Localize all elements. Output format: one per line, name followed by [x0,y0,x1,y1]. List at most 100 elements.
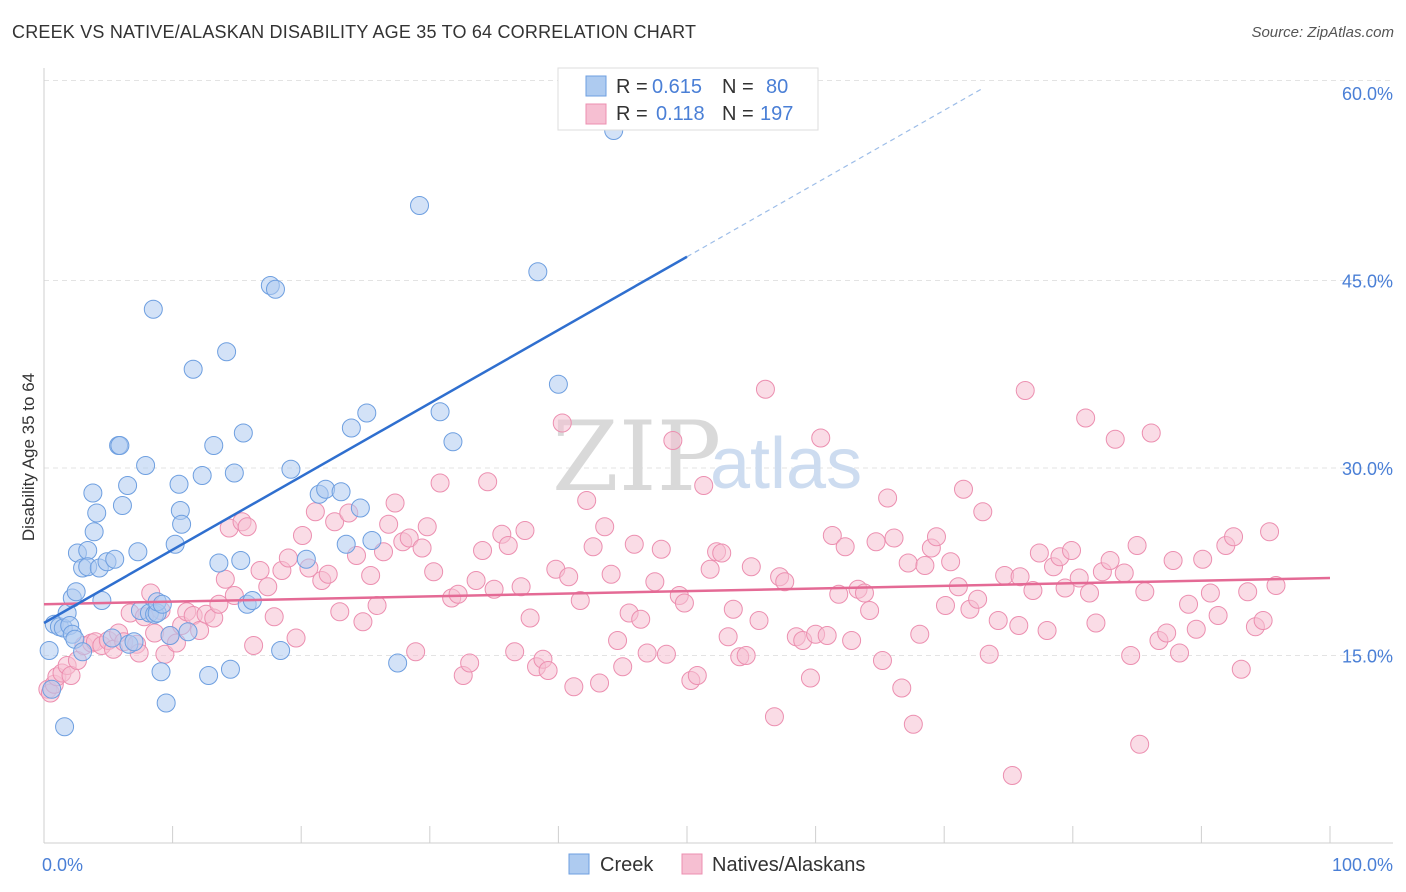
native-point [687,666,707,685]
native-point [811,428,831,448]
native-point [822,526,842,545]
legend-r-value-creek: 0.615 [652,76,702,98]
creek-point [296,549,316,569]
native-point [835,537,855,557]
creek-point [55,717,75,737]
native-point [385,493,405,513]
creek-point [281,459,301,479]
creek-point [110,436,130,455]
native-point [466,571,486,590]
native-point [723,599,743,619]
creek-point [156,693,176,713]
creek-point [265,279,285,299]
native-point [595,517,615,537]
creek-point [39,641,59,660]
native-point [1157,623,1177,643]
creek-point [183,359,203,379]
legend-n-value-native: 197 [760,103,793,125]
creek-point [151,662,171,682]
source-label: Source: ZipAtlas.com [1251,24,1394,41]
legend-r-label-creek: R = [616,76,648,98]
native-point [1127,536,1147,555]
creek-trend-line [43,255,688,625]
native-point [353,612,373,632]
native-point [473,541,493,560]
legend-r-value-native: 0.118 [656,103,705,125]
creek-point [143,299,163,319]
native-point [1114,563,1134,583]
native-point [515,521,535,540]
creek-points [39,121,624,737]
native-point [915,556,935,575]
native-point [498,536,518,555]
native-point [278,548,298,568]
native-point [898,553,918,573]
native-point [1260,522,1280,542]
creek-trend-extension [686,87,984,258]
native-point [430,473,450,493]
native-point [559,567,579,587]
native-point [215,569,235,589]
native-point [583,537,603,557]
native-point [926,527,946,547]
native-point [749,611,769,630]
legend-swatch-native [585,103,607,125]
native-point [860,601,880,620]
creek-point [192,466,212,485]
native-point [1163,551,1183,570]
legend-n-value-creek: 80 [766,76,788,98]
y-tick-label: 45.0% [1342,272,1393,292]
creek-point [87,503,107,523]
watermark-zip: ZIP [552,401,721,513]
native-point [318,564,338,584]
creek-point [350,498,370,518]
native-point [237,517,257,537]
native-point [1135,582,1155,602]
creek-point [443,432,463,452]
native-point [564,677,584,697]
native-point [1208,606,1228,625]
creek-point [271,641,291,660]
legend-swatch-creek [585,75,607,97]
creek-point [66,582,86,602]
native-point [1023,581,1043,600]
creek-point [341,418,361,438]
native-point [590,673,610,693]
creek-point [233,423,253,443]
creek-point [178,622,198,642]
native-point [968,589,988,609]
native-point [800,668,820,688]
legend-n-label-native: N = [722,103,754,125]
native-point [608,631,628,650]
native-point [361,566,381,585]
native-point [624,534,644,554]
native-point [1009,616,1029,635]
native-point [374,542,394,562]
native-point [552,413,572,433]
native-point [613,657,633,677]
native-point [286,628,306,648]
creek-point [160,626,180,645]
creek-point [118,476,138,495]
native-point [264,607,284,627]
creek-point [209,553,229,573]
axes [43,68,1393,844]
creek-point [430,402,450,422]
native-point [250,561,270,580]
creek-point [112,496,132,515]
native-point [903,714,923,734]
bottom-legend-swatch-creek [568,853,590,875]
native-point [1010,567,1030,587]
watermark-atlas: atlas [710,424,862,504]
creek-point [220,659,240,679]
native-point [330,602,350,622]
creek-point [128,542,148,562]
chart-title: CREEK VS NATIVE/ALASKAN DISABILITY AGE 3… [12,22,697,42]
legend-r-label-native: R = [616,103,648,125]
creek-point [204,436,224,455]
native-point [601,564,621,584]
native-point [244,636,264,655]
native-point [645,572,665,592]
native-point [700,559,720,579]
